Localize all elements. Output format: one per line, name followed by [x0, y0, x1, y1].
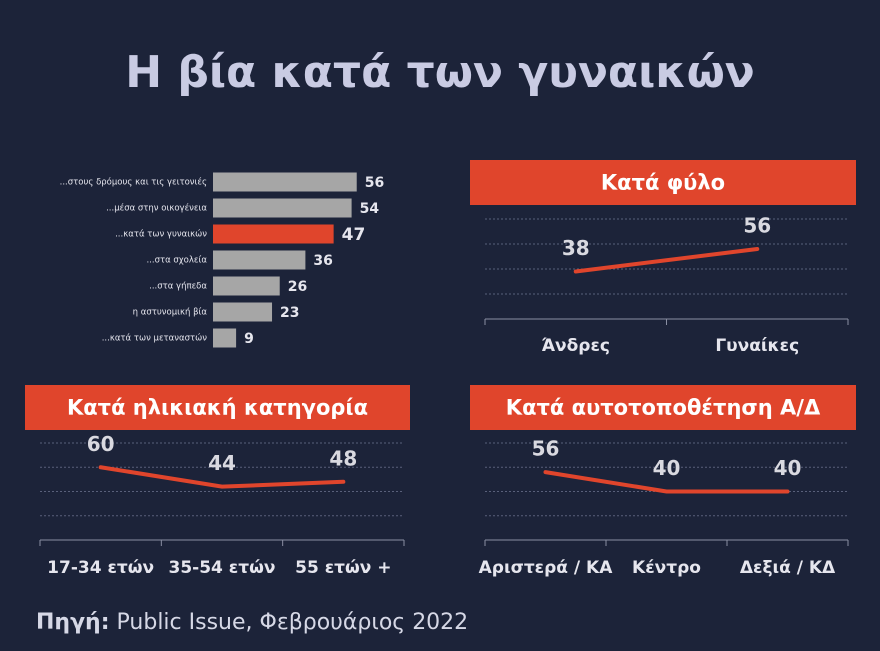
- x-tick-label: 35-54 ετών: [169, 558, 276, 578]
- value-label: 56: [532, 437, 560, 461]
- value-label: 60: [87, 432, 115, 456]
- category-label: ...κατά των μεταναστών: [102, 333, 208, 344]
- x-tick-label: Αριστερά / ΚΑ: [479, 558, 614, 578]
- source: Πηγή: Public Issue, Φεβρουάριος 2022: [36, 610, 468, 635]
- bar: [213, 302, 273, 322]
- line: [98, 465, 346, 489]
- x-tick-label: Κέντρο: [632, 558, 701, 578]
- value-label: 54: [360, 201, 380, 217]
- page-title: Η βία κατά των γυναικών: [125, 47, 755, 98]
- panel-title: Κατά φύλο: [601, 171, 725, 195]
- bar: [213, 250, 306, 270]
- x-tick-label: Άνδρες: [541, 336, 610, 356]
- value-label: 47: [342, 225, 366, 245]
- line: [573, 247, 760, 274]
- value-label: 38: [562, 236, 590, 260]
- value-label: 23: [280, 305, 299, 321]
- source-text: Public Issue, Φεβρουάριος 2022: [117, 610, 469, 635]
- category-label: ...στους δρόμους και τις γειτονιές: [60, 177, 207, 188]
- value-label: 56: [743, 214, 771, 238]
- bar: [213, 198, 352, 218]
- bar: [213, 172, 357, 192]
- value-label: 44: [208, 451, 236, 475]
- panel-title: Κατά ηλικιακή κατηγορία: [67, 396, 368, 420]
- panel-header: [470, 160, 856, 205]
- category-label: ...στα γήπεδα: [149, 282, 207, 292]
- panel-header: [470, 385, 856, 430]
- panel-title: Κατά αυτοτοποθέτηση Α/Δ: [506, 396, 821, 420]
- category-label: ...στα σχολεία: [146, 256, 207, 266]
- category-label: ...κατά των γυναικών: [115, 229, 207, 240]
- x-tick-label: 55 ετών +: [295, 558, 391, 578]
- value-label: 40: [774, 456, 802, 480]
- x-tick-label: Δεξιά / ΚΔ: [740, 558, 836, 578]
- value-label: 56: [365, 175, 384, 191]
- category-label: ...μέσα στην οικογένεια: [106, 203, 207, 214]
- value-label: 40: [653, 456, 681, 480]
- value-label: 9: [244, 331, 254, 347]
- bar: [213, 224, 334, 244]
- panel-header: [25, 385, 410, 430]
- x-tick-label: 17-34 ετών: [47, 558, 154, 578]
- category-label: η αστυνομική βία: [133, 308, 208, 318]
- value-label: 48: [329, 446, 357, 470]
- value-label: 36: [313, 253, 332, 269]
- value-label: 26: [288, 279, 307, 295]
- bar: [213, 276, 280, 296]
- source-label: Πηγή:: [36, 610, 110, 635]
- bar: [213, 328, 237, 348]
- line: [543, 470, 790, 494]
- x-tick-label: Γυναίκες: [715, 336, 799, 356]
